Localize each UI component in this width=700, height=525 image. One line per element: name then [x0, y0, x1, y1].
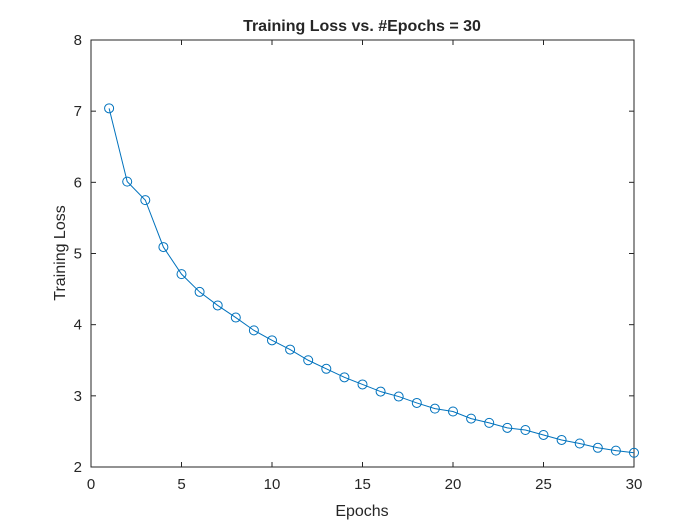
- x-tick-label: 5: [177, 476, 185, 493]
- data-point: [556, 434, 567, 445]
- data-point: [104, 103, 115, 114]
- y-tick-label: 7: [74, 103, 82, 120]
- y-tick-label: 2: [74, 459, 82, 476]
- data-point: [629, 447, 639, 458]
- plot-area: [90, 39, 635, 468]
- y-tick-label: 6: [74, 174, 82, 191]
- data-point: [357, 379, 368, 390]
- data-point: [285, 344, 296, 355]
- data-point: [321, 363, 332, 374]
- data-point: [538, 429, 549, 440]
- x-tick-label: 15: [354, 476, 371, 493]
- data-point: [592, 442, 603, 453]
- data-point: [140, 195, 151, 206]
- data-point: [122, 176, 133, 187]
- chart-title: Training Loss vs. #Epochs = 30: [243, 18, 481, 35]
- ticks: 0 5 10 15 20 25 30 2 3 4 5 6 7 8: [74, 32, 643, 493]
- data-point: [158, 242, 169, 253]
- data-point: [176, 269, 187, 280]
- x-tick-label: 30: [626, 476, 643, 493]
- data-point: [502, 422, 513, 433]
- data-point: [339, 372, 350, 383]
- series-layer: [104, 103, 639, 458]
- x-tick-label: 10: [264, 476, 281, 493]
- axes-box: [90, 39, 635, 468]
- data-point: [303, 355, 314, 366]
- data-point: [267, 335, 277, 346]
- data-point: [248, 325, 259, 336]
- data-point: [484, 417, 495, 428]
- data-point: [429, 403, 440, 414]
- data-point: [194, 286, 205, 297]
- series-line: [108, 108, 635, 454]
- data-point: [375, 386, 386, 397]
- data-point: [466, 413, 477, 424]
- data-point: [574, 438, 585, 449]
- y-tick-label: 3: [74, 388, 82, 405]
- y-tick-label: 4: [74, 317, 82, 334]
- y-tick-label: 5: [74, 246, 82, 263]
- x-tick-label: 0: [87, 476, 95, 493]
- data-point: [230, 312, 241, 323]
- data-point: [520, 424, 531, 435]
- data-point: [610, 445, 621, 456]
- x-tick-label: 20: [445, 476, 462, 493]
- y-tick-label: 8: [74, 32, 82, 49]
- data-point: [448, 406, 458, 417]
- x-axis-label: Epochs: [335, 503, 388, 520]
- data-point: [393, 391, 404, 402]
- data-point: [212, 300, 223, 311]
- data-point: [411, 397, 422, 408]
- y-axis-label: Training Loss: [52, 205, 69, 300]
- x-tick-label: 25: [535, 476, 552, 493]
